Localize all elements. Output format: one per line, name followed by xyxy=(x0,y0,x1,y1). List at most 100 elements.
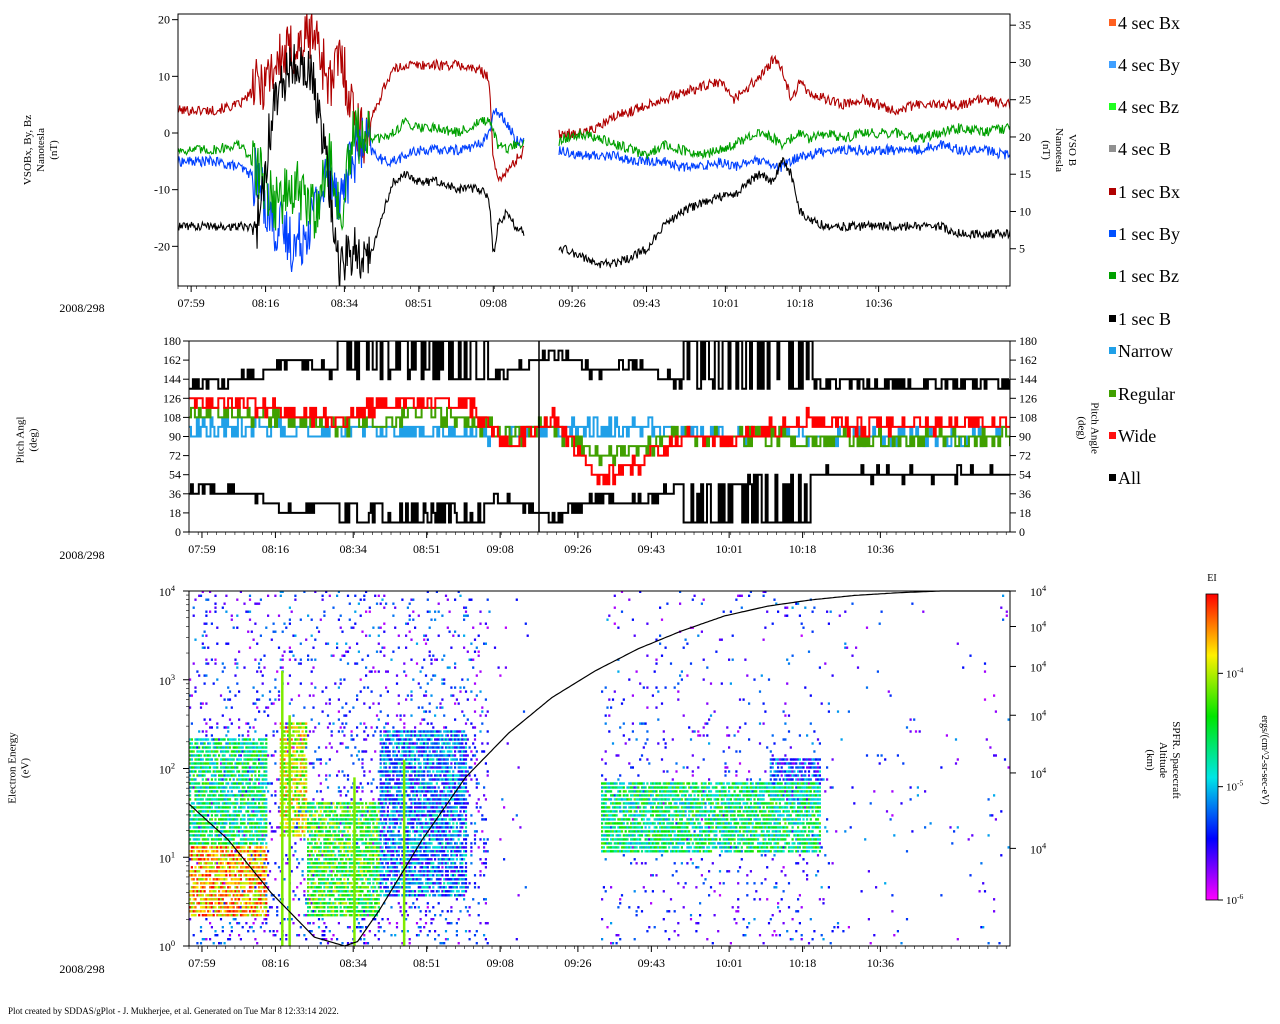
spectrogram-cell xyxy=(408,738,411,741)
spectrogram-cell xyxy=(374,814,377,817)
spectrogram-cell xyxy=(417,886,420,889)
spectrogram-cell xyxy=(386,858,389,861)
spectrogram-cell xyxy=(198,806,201,809)
spectrogram-cell xyxy=(385,722,388,725)
spectrogram-cell xyxy=(230,926,233,929)
spectrogram-cell xyxy=(243,870,246,873)
spectrogram-cell xyxy=(247,610,250,613)
spectrogram-cell xyxy=(339,902,342,905)
spectrogram-cell xyxy=(210,806,213,809)
spectrogram-cell xyxy=(375,822,379,825)
spectrogram-cell xyxy=(405,802,408,805)
spectrogram-cell xyxy=(201,770,204,773)
spectrogram-cell xyxy=(408,886,411,889)
spectrogram-cell xyxy=(203,766,206,769)
spectrogram-cell xyxy=(259,810,262,813)
spectrogram-cell xyxy=(341,886,344,889)
spectrogram-cell xyxy=(305,914,308,917)
spectrogram-cell xyxy=(196,798,199,801)
pa-right-tick-label: 144 xyxy=(1019,372,1037,386)
spectrogram-cell xyxy=(345,886,348,889)
spectrogram-cell xyxy=(397,758,400,761)
spectrogram-cell xyxy=(305,782,308,785)
spectrogram-cell xyxy=(252,738,255,741)
spectrogram-cell xyxy=(254,846,257,849)
spectrogram-cell xyxy=(359,822,362,825)
spectrogram-cell xyxy=(361,874,364,877)
spectrogram-cell xyxy=(230,766,233,769)
spectrogram-cell xyxy=(328,874,331,877)
spectrogram-cell xyxy=(341,730,344,733)
spectrogram-cell xyxy=(209,826,212,829)
spectrogram-cell xyxy=(216,862,219,865)
spectrogram-cell xyxy=(250,914,253,917)
spectrogram-cell xyxy=(259,766,262,769)
spectrogram-cell xyxy=(386,798,389,801)
spectrogram-cell xyxy=(212,914,215,917)
spectrogram-cell xyxy=(341,846,344,849)
spectrogram-cell xyxy=(314,874,317,877)
pa-left-tick-label: 90 xyxy=(169,430,181,444)
spectrogram-cell xyxy=(250,906,253,909)
spectrogram-cell xyxy=(230,614,233,617)
spectrogram-cell xyxy=(236,922,239,925)
spectrogram-cell xyxy=(205,914,208,917)
spectrogram-cell xyxy=(399,810,402,813)
spectrogram-cell xyxy=(272,622,275,625)
spectrogram-cell xyxy=(254,906,257,909)
spectrogram-cell xyxy=(314,842,317,845)
spectrogram-cell xyxy=(230,818,233,821)
spectrogram-cell xyxy=(196,850,199,853)
spectrogram-cell xyxy=(207,826,210,829)
spectrogram-cell xyxy=(205,746,208,749)
spectrogram-cell xyxy=(345,802,348,805)
spectrogram-cell xyxy=(228,870,232,873)
spectrogram-cell xyxy=(350,862,353,865)
mag-right-tick-label: 20 xyxy=(1019,130,1031,144)
spectrogram-cell xyxy=(319,758,322,761)
spectrogram-cell xyxy=(312,802,315,805)
spectrogram-cell xyxy=(323,858,326,861)
spectrogram-cell xyxy=(256,690,259,693)
spectrogram-cell xyxy=(218,942,221,945)
spectrogram-cell xyxy=(272,830,275,833)
spectrogram-cell xyxy=(199,826,203,829)
spectrogram-cell xyxy=(205,822,208,825)
pa-date-label: 2008/298 xyxy=(59,548,104,562)
spectrogram-cell xyxy=(201,846,204,849)
mag-series-1-sec-b xyxy=(178,44,525,286)
spectrogram-cell xyxy=(343,850,346,853)
spectrogram-cell xyxy=(392,602,395,605)
spectrogram-cell xyxy=(383,822,386,825)
spectrogram-cell xyxy=(308,826,311,829)
spectrogram-cell xyxy=(350,850,353,853)
spectrogram-cell xyxy=(323,810,326,813)
spectrogram-cell xyxy=(401,766,404,769)
spectrogram-cell xyxy=(346,858,350,861)
spectrogram-cell xyxy=(357,878,360,881)
spectrogram-cell xyxy=(274,830,277,833)
spectrogram-cell xyxy=(356,818,359,821)
spectrogram-cell xyxy=(245,746,248,749)
spectrogram-cell xyxy=(221,914,224,917)
spectrogram-cell xyxy=(243,774,246,777)
spectrogram-cell xyxy=(388,890,391,893)
spectrogram-cell xyxy=(381,846,384,849)
spectrogram-cell xyxy=(201,750,204,753)
spectrogram-cell xyxy=(285,830,288,833)
spectrogram-cell xyxy=(370,870,373,873)
spectrogram-cell xyxy=(294,782,297,785)
spectrogram-cell xyxy=(212,786,215,789)
spectrogram-cell xyxy=(317,802,321,805)
spectrogram-cell xyxy=(265,754,268,757)
spectrogram-cell xyxy=(357,926,360,929)
spectrogram-cell xyxy=(192,818,195,821)
spectrogram-cell xyxy=(412,746,415,749)
spectrogram-cell xyxy=(348,602,351,605)
spectrogram-cell xyxy=(375,650,379,653)
spectrogram-cell xyxy=(276,670,279,673)
spectrogram-cell xyxy=(234,882,237,885)
spectrogram-cell xyxy=(365,666,368,669)
spectrogram-cell xyxy=(412,830,415,833)
spectrogram-cell xyxy=(296,822,299,825)
